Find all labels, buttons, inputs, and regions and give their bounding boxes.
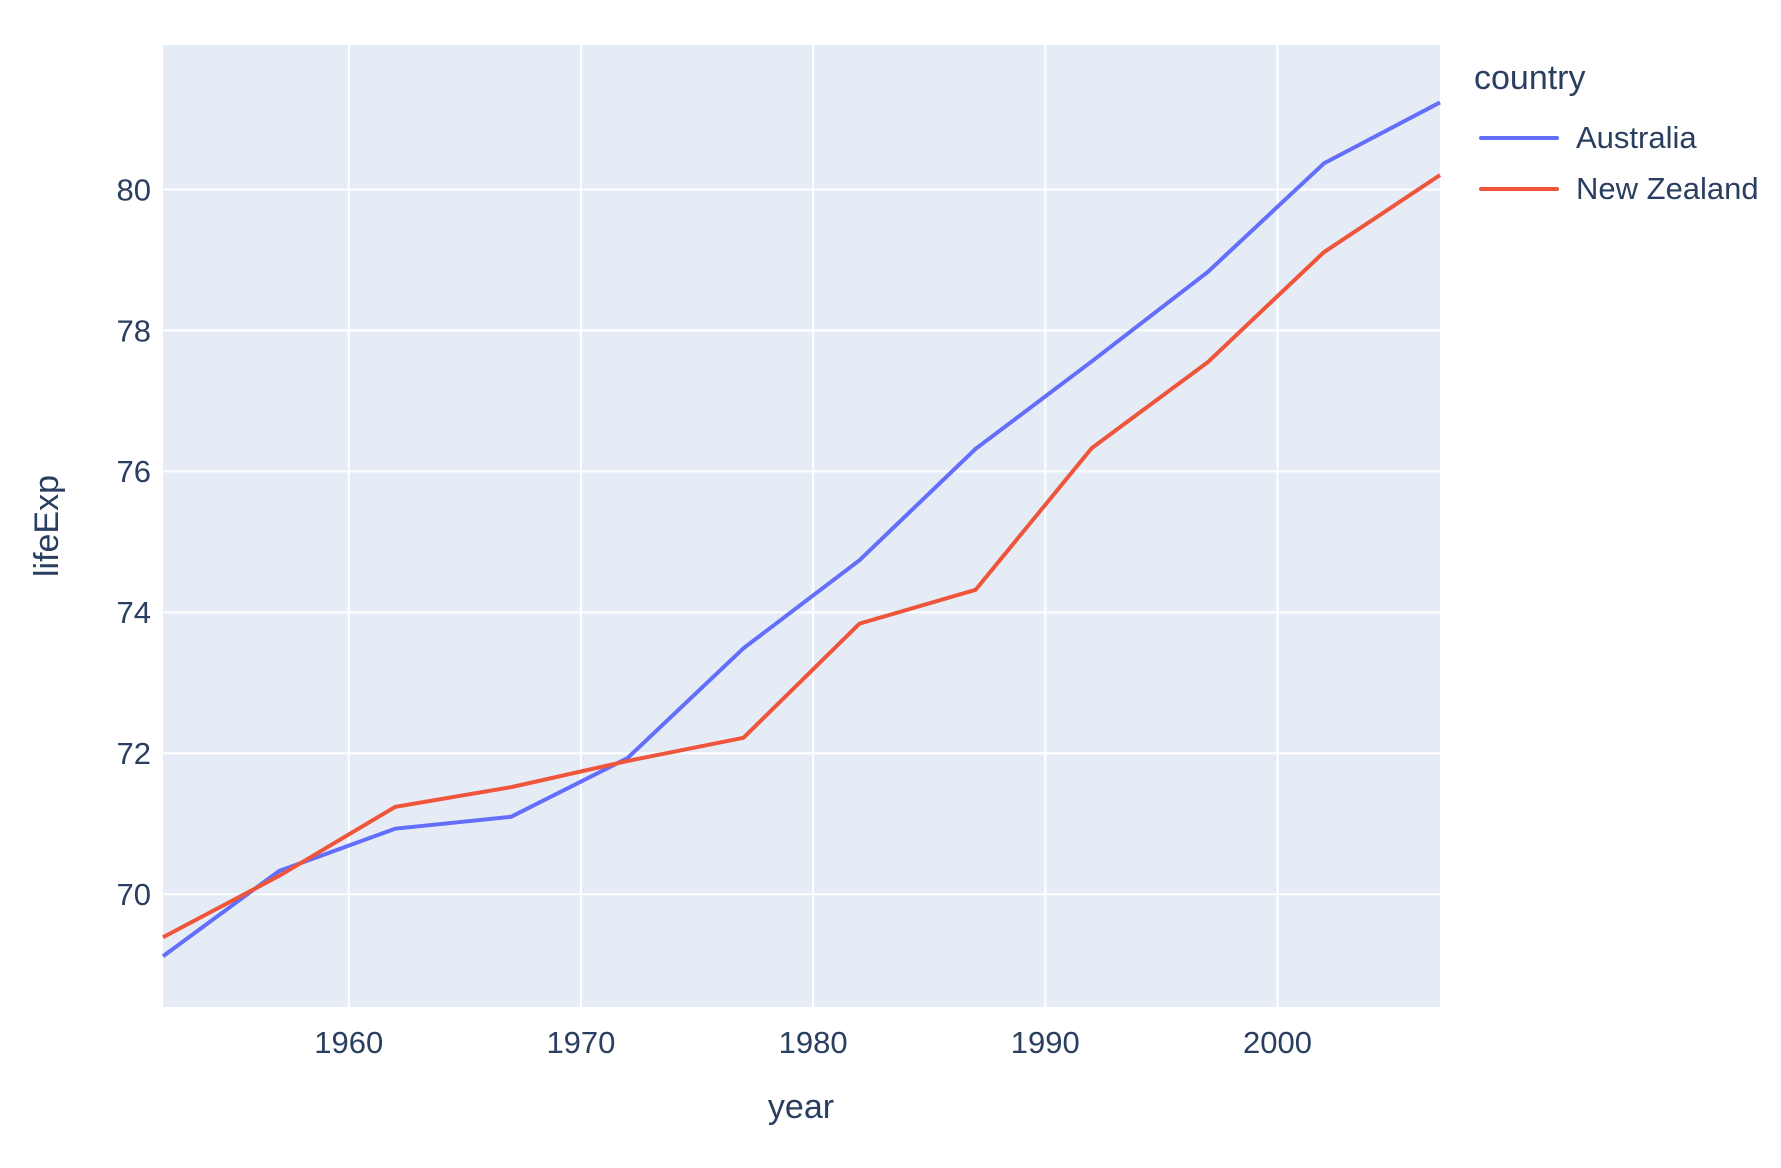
series-line-new-zealand[interactable] <box>162 173 1442 939</box>
x-axis-title: year <box>768 1088 834 1126</box>
y-tick-label: 80 <box>117 172 151 207</box>
legend-line-swatch-australia <box>1479 135 1559 140</box>
y-tick-labels-group: 70 72 74 76 78 80 <box>117 172 151 912</box>
legend-label-australia: Australia <box>1576 119 1697 155</box>
x-tick-label: 1990 <box>1011 1025 1080 1060</box>
y-tick-label: 76 <box>117 454 151 489</box>
y-axis-title: lifeExp <box>28 475 66 577</box>
legend-line-swatch-new-zealand <box>1479 186 1559 191</box>
y-tick-label: 70 <box>117 877 151 912</box>
x-tick-labels-group: 1960 1970 1980 1990 2000 <box>314 1025 1312 1060</box>
x-tick-label: 2000 <box>1243 1025 1312 1060</box>
legend-label-new-zealand: New Zealand <box>1576 170 1759 206</box>
plot-background-group <box>163 45 1440 1007</box>
y-tick-label: 72 <box>117 736 151 771</box>
y-tick-label: 78 <box>117 313 151 348</box>
series-lines-group <box>161 100 1442 958</box>
series-line-australia[interactable] <box>161 100 1441 958</box>
gridlines-group <box>163 45 1440 1007</box>
legend-item-australia[interactable]: Australia <box>1472 112 1759 163</box>
x-tick-label: 1960 <box>314 1025 383 1060</box>
legend-item-new-zealand[interactable]: New Zealand <box>1472 163 1759 214</box>
legend-title: country <box>1474 59 1586 97</box>
x-tick-label: 1970 <box>546 1025 615 1060</box>
x-tick-label: 1980 <box>779 1025 848 1060</box>
legend: country Australia New Zealand <box>1472 58 1759 214</box>
plot-background[interactable] <box>163 45 1440 1007</box>
y-tick-label: 74 <box>117 595 151 630</box>
